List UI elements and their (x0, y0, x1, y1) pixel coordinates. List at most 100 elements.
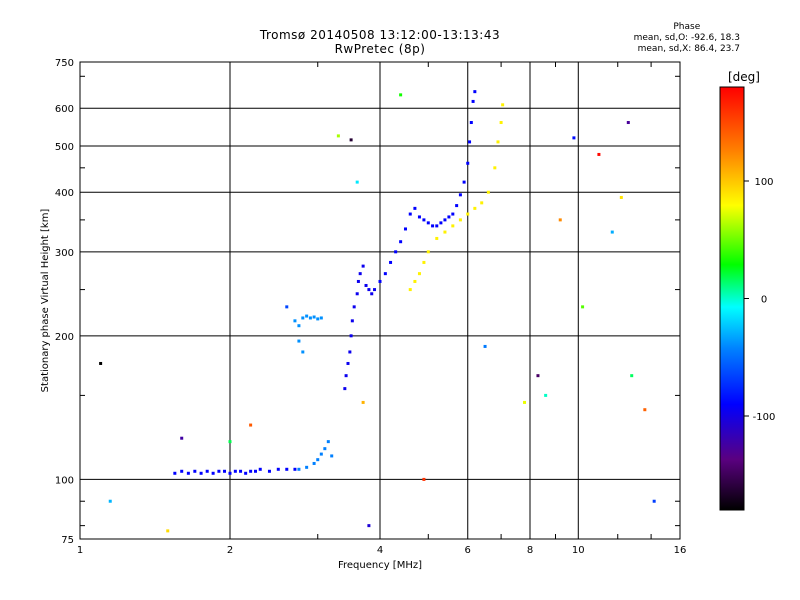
data-point (276, 467, 280, 471)
data-point (233, 469, 237, 473)
phase-stats-x: mean, sd,X: 86.4, 23.7 (637, 44, 740, 54)
data-point (258, 467, 262, 471)
data-point (558, 218, 562, 222)
data-points (99, 90, 656, 533)
data-point (399, 240, 403, 244)
data-point (480, 201, 484, 205)
data-point (501, 103, 505, 107)
data-point (180, 436, 184, 440)
chart-subtitle: RwPretec (8p) (334, 42, 426, 56)
data-point (408, 288, 412, 292)
data-point (422, 260, 426, 264)
data-point (108, 499, 112, 503)
data-point (326, 440, 330, 444)
data-point (486, 190, 490, 194)
data-point (301, 316, 305, 320)
data-point (348, 350, 352, 354)
data-point (496, 140, 500, 144)
data-point (383, 272, 387, 276)
data-point (426, 250, 430, 254)
colorbar: 100 0 -100 [deg] (719, 70, 776, 511)
data-point (473, 90, 477, 94)
data-point (439, 221, 443, 225)
data-point (473, 206, 477, 210)
data-point (499, 121, 503, 125)
data-point (451, 212, 455, 216)
data-point (417, 215, 421, 219)
data-point (239, 469, 243, 473)
y-tick-label: 750 (55, 58, 74, 69)
data-point (352, 305, 356, 309)
data-point (458, 218, 462, 222)
data-point (356, 279, 360, 283)
data-point (462, 180, 466, 184)
data-point (199, 471, 203, 475)
y-tick-label: 75 (61, 535, 74, 546)
data-point (316, 458, 320, 462)
colorbar-tick-label: -100 (753, 412, 776, 423)
phase-header: Phase (673, 22, 701, 32)
y-tick-label: 200 (55, 332, 74, 343)
y-tick-label: 300 (55, 248, 74, 259)
x-tick-label: 16 (674, 545, 687, 556)
data-point (373, 288, 377, 292)
data-point (323, 447, 327, 451)
data-point (336, 134, 340, 138)
data-point (536, 374, 540, 378)
data-point (483, 344, 487, 348)
data-point (211, 471, 215, 475)
data-point (301, 350, 305, 354)
axes: 1 2 4 6 8 10 16 75 100 200 300 400 500 600 750 Frequenc… (40, 58, 686, 571)
data-point (544, 393, 548, 397)
data-point (358, 272, 362, 276)
data-point (447, 215, 451, 219)
data-point (399, 93, 403, 97)
data-point (469, 121, 473, 125)
data-point (443, 218, 447, 222)
data-point (426, 221, 430, 225)
data-point (305, 465, 309, 469)
data-point (468, 140, 472, 144)
data-point (223, 469, 227, 473)
colorbar-gradient (719, 86, 745, 511)
data-point (99, 361, 103, 365)
phase-stats-o: mean, sd,O: -92.6, 18.3 (633, 33, 740, 43)
x-tick-label: 8 (527, 545, 533, 556)
data-point (346, 361, 350, 365)
y-tick-label: 100 (55, 475, 74, 486)
data-point (186, 471, 190, 475)
data-point (355, 292, 359, 296)
data-point (471, 99, 475, 103)
data-point (466, 161, 470, 165)
data-point (389, 260, 393, 264)
data-point (228, 471, 232, 475)
data-point (610, 230, 614, 234)
data-point (349, 138, 353, 142)
data-point (228, 440, 232, 444)
data-point (297, 467, 301, 471)
data-point (319, 452, 323, 456)
data-point (249, 469, 253, 473)
grid (80, 62, 680, 539)
data-point (343, 387, 347, 391)
data-point (330, 454, 334, 458)
data-point (458, 193, 462, 197)
data-point (630, 374, 634, 378)
data-point (344, 374, 348, 378)
data-point (193, 469, 197, 473)
data-point (626, 121, 630, 125)
x-tick-label: 4 (377, 545, 383, 556)
data-point (173, 471, 177, 475)
data-point (364, 283, 368, 287)
data-point (308, 316, 312, 320)
data-point (293, 319, 297, 323)
data-point (408, 212, 412, 216)
data-point (572, 136, 576, 140)
data-point (431, 224, 435, 228)
data-point (451, 224, 455, 228)
data-point (435, 236, 439, 240)
data-point (417, 272, 421, 276)
data-point (305, 314, 309, 318)
data-point (166, 529, 170, 533)
